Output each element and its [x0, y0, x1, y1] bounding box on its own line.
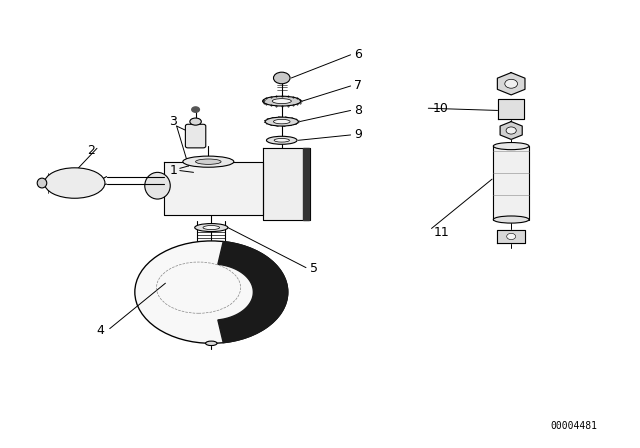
Text: 6: 6: [355, 48, 362, 61]
Ellipse shape: [135, 241, 288, 343]
Polygon shape: [497, 73, 525, 95]
Ellipse shape: [493, 142, 529, 150]
Circle shape: [506, 127, 516, 134]
Ellipse shape: [493, 216, 529, 223]
Text: 00004481: 00004481: [550, 421, 597, 431]
Ellipse shape: [274, 138, 289, 142]
Polygon shape: [500, 121, 522, 139]
Circle shape: [505, 79, 518, 88]
Text: 9: 9: [355, 129, 362, 142]
Circle shape: [273, 72, 290, 84]
Ellipse shape: [266, 136, 297, 144]
Ellipse shape: [272, 99, 291, 103]
Text: 10: 10: [433, 102, 449, 115]
Polygon shape: [497, 230, 525, 243]
Polygon shape: [262, 148, 310, 220]
Ellipse shape: [183, 156, 234, 167]
Text: 4: 4: [96, 324, 104, 337]
Ellipse shape: [196, 159, 221, 164]
Text: 3: 3: [170, 115, 177, 128]
Text: 8: 8: [354, 104, 362, 117]
Text: 1: 1: [170, 164, 177, 177]
Polygon shape: [303, 148, 309, 220]
Circle shape: [192, 107, 200, 112]
Ellipse shape: [44, 168, 105, 198]
Text: 11: 11: [433, 226, 449, 239]
Polygon shape: [218, 241, 288, 343]
Circle shape: [507, 233, 516, 240]
Polygon shape: [493, 146, 529, 220]
Ellipse shape: [145, 172, 170, 199]
Text: 2: 2: [86, 144, 95, 157]
Ellipse shape: [273, 119, 290, 124]
Polygon shape: [499, 99, 524, 119]
Ellipse shape: [203, 225, 220, 229]
Text: 7: 7: [354, 79, 362, 92]
Ellipse shape: [37, 178, 47, 188]
Ellipse shape: [262, 96, 301, 106]
Text: 5: 5: [310, 262, 317, 275]
Ellipse shape: [265, 117, 298, 126]
FancyBboxPatch shape: [186, 124, 206, 148]
Ellipse shape: [195, 224, 228, 232]
Ellipse shape: [205, 341, 217, 345]
Polygon shape: [164, 162, 262, 215]
Ellipse shape: [190, 118, 202, 125]
